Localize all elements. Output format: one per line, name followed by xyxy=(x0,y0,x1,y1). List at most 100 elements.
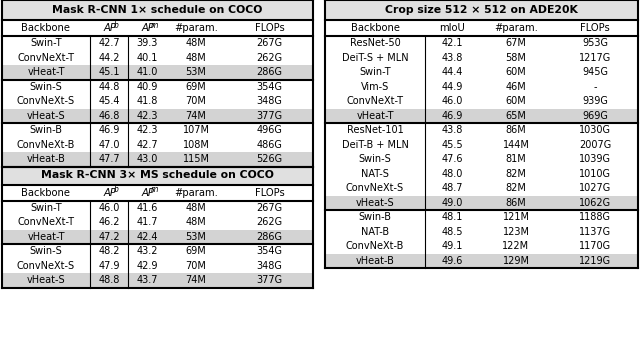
Text: ConvNeXt-T: ConvNeXt-T xyxy=(17,53,74,63)
Text: 41.0: 41.0 xyxy=(136,67,157,77)
Text: 82M: 82M xyxy=(506,183,527,193)
Text: Swin-B: Swin-B xyxy=(358,212,392,222)
Text: 44.2: 44.2 xyxy=(99,53,120,63)
Text: 42.3: 42.3 xyxy=(136,125,157,135)
Bar xyxy=(325,210,638,225)
Text: vHeat-S: vHeat-S xyxy=(356,198,394,208)
Text: 377G: 377G xyxy=(257,111,283,121)
Bar xyxy=(2,230,313,244)
Text: 47.2: 47.2 xyxy=(98,232,120,242)
Bar xyxy=(2,123,313,138)
Text: 70M: 70M xyxy=(186,261,207,271)
Text: 1137G: 1137G xyxy=(579,227,611,237)
Text: 44.9: 44.9 xyxy=(442,82,463,92)
Text: 49.6: 49.6 xyxy=(442,256,463,266)
Bar xyxy=(2,0,313,20)
Text: mIoU: mIoU xyxy=(440,23,465,33)
Bar xyxy=(2,51,313,65)
Text: 47.6: 47.6 xyxy=(442,154,463,164)
Text: 47.9: 47.9 xyxy=(99,261,120,271)
Text: 42.7: 42.7 xyxy=(98,38,120,48)
Text: 48.8: 48.8 xyxy=(99,275,120,285)
Text: ConvNeXt-T: ConvNeXt-T xyxy=(346,96,403,106)
Text: 48.0: 48.0 xyxy=(442,169,463,179)
Text: 49.0: 49.0 xyxy=(442,198,463,208)
Text: 53M: 53M xyxy=(186,67,207,77)
Bar xyxy=(2,166,313,184)
Text: 74M: 74M xyxy=(186,275,207,285)
Text: Swin-S: Swin-S xyxy=(29,246,62,256)
Text: 86M: 86M xyxy=(506,198,526,208)
Text: AP: AP xyxy=(104,23,116,33)
Bar xyxy=(325,181,638,196)
Bar xyxy=(2,273,313,287)
Text: 49.1: 49.1 xyxy=(442,241,463,251)
Text: DeiT-S + MLN: DeiT-S + MLN xyxy=(342,53,408,63)
Text: 42.4: 42.4 xyxy=(136,232,157,242)
Text: AP: AP xyxy=(104,187,116,197)
Text: 69M: 69M xyxy=(186,246,206,256)
Text: 496G: 496G xyxy=(257,125,282,135)
Text: 377G: 377G xyxy=(257,275,283,285)
Bar xyxy=(325,123,638,138)
Text: Swin-S: Swin-S xyxy=(358,154,392,164)
Text: 46M: 46M xyxy=(506,82,526,92)
Text: 144M: 144M xyxy=(502,140,529,150)
Text: 1010G: 1010G xyxy=(579,169,611,179)
Text: 953G: 953G xyxy=(582,38,608,48)
Text: 48.2: 48.2 xyxy=(99,246,120,256)
Text: Swin-T: Swin-T xyxy=(359,67,391,77)
Bar xyxy=(2,65,313,79)
Bar xyxy=(2,36,313,51)
Text: 43.0: 43.0 xyxy=(136,154,157,164)
Bar xyxy=(325,94,638,109)
Bar xyxy=(2,20,313,36)
Text: 945G: 945G xyxy=(582,67,608,77)
Text: 43.8: 43.8 xyxy=(442,125,463,135)
Text: 41.7: 41.7 xyxy=(136,217,157,227)
Text: Vim-S: Vim-S xyxy=(361,82,389,92)
Text: 286G: 286G xyxy=(257,232,282,242)
Text: 123M: 123M xyxy=(502,227,529,237)
Text: ConvNeXt-B: ConvNeXt-B xyxy=(346,241,404,251)
Text: 43.8: 43.8 xyxy=(442,53,463,63)
Text: 86M: 86M xyxy=(506,125,526,135)
Text: vHeat-B: vHeat-B xyxy=(27,154,65,164)
Text: 262G: 262G xyxy=(257,217,283,227)
Text: 46.8: 46.8 xyxy=(99,111,120,121)
Text: Backbone: Backbone xyxy=(22,23,70,33)
Text: 122M: 122M xyxy=(502,241,529,251)
Text: ConvNeXt-B: ConvNeXt-B xyxy=(17,140,75,150)
Text: 81M: 81M xyxy=(506,154,526,164)
Text: #param.: #param. xyxy=(174,187,218,197)
Bar xyxy=(2,94,313,109)
Text: 48M: 48M xyxy=(186,53,206,63)
Text: b: b xyxy=(113,21,118,30)
Bar xyxy=(325,166,638,181)
Text: ConvNeXt-S: ConvNeXt-S xyxy=(346,183,404,193)
Text: AP: AP xyxy=(141,187,154,197)
Text: m: m xyxy=(150,185,157,194)
Text: 1062G: 1062G xyxy=(579,198,611,208)
Text: 267G: 267G xyxy=(257,203,283,213)
Text: 262G: 262G xyxy=(257,53,283,63)
Text: Swin-T: Swin-T xyxy=(30,38,62,48)
Text: 44.8: 44.8 xyxy=(99,82,120,92)
Text: vHeat-T: vHeat-T xyxy=(356,111,394,121)
Text: -: - xyxy=(593,82,596,92)
Text: ConvNeXt-T: ConvNeXt-T xyxy=(17,217,74,227)
Bar xyxy=(2,152,313,166)
Text: 53M: 53M xyxy=(186,232,207,242)
Text: 115M: 115M xyxy=(182,154,209,164)
Text: 69M: 69M xyxy=(186,82,206,92)
Text: 42.7: 42.7 xyxy=(136,140,158,150)
Text: 1188G: 1188G xyxy=(579,212,611,222)
Text: 44.4: 44.4 xyxy=(442,67,463,77)
Text: #param.: #param. xyxy=(174,23,218,33)
Text: 42.3: 42.3 xyxy=(136,111,157,121)
Bar xyxy=(325,20,638,36)
Bar xyxy=(325,0,638,20)
Bar xyxy=(2,109,313,123)
Text: vHeat-T: vHeat-T xyxy=(28,232,65,242)
Text: 1030G: 1030G xyxy=(579,125,611,135)
